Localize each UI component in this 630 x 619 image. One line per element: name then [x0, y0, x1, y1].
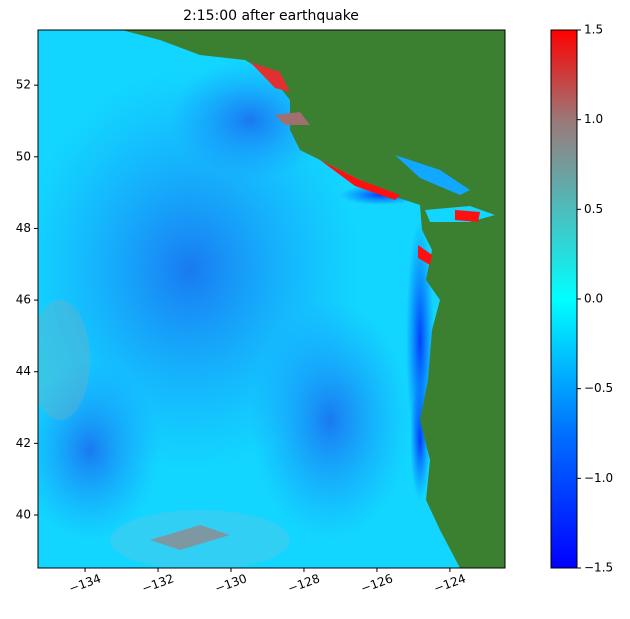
colorbar-tick-label: 1.0 [584, 112, 603, 126]
colorbar [551, 30, 577, 568]
y-tick-label: 48 [16, 221, 31, 235]
plot-frame [37, 29, 506, 569]
x-tick-label: −124 [432, 571, 468, 595]
y-tick-label: 42 [16, 436, 31, 450]
chart-title: 2:15:00 after earthquake [183, 8, 359, 24]
x-tick-label: −126 [359, 571, 395, 595]
y-tick-label: 40 [16, 507, 31, 521]
y-tick-label: 52 [16, 78, 31, 92]
y-tick-label: 50 [16, 149, 31, 163]
colorbar-tick-label: −1.5 [584, 561, 613, 575]
y-tick-label: 44 [16, 364, 31, 378]
x-tick-label: −132 [140, 571, 176, 595]
x-tick-label: −130 [213, 571, 249, 595]
colorbar-tick-label: 0.5 [584, 202, 603, 216]
x-tick-label: −134 [67, 571, 103, 595]
colorbar-tick-label: 0.0 [584, 292, 603, 306]
colorbar-tick-label: −1.0 [584, 471, 613, 485]
colorbar-tick-label: 1.5 [584, 23, 603, 37]
y-tick-label: 46 [16, 293, 31, 307]
field [38, 30, 505, 568]
colorbar-tick-label: −0.5 [584, 381, 613, 395]
x-tick-label: −128 [286, 571, 322, 595]
